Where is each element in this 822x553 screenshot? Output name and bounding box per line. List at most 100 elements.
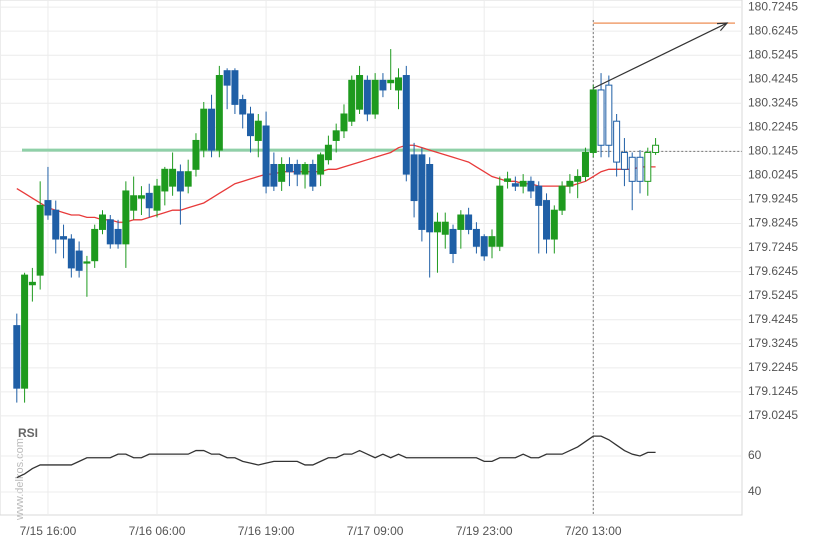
candle-body bbox=[36, 204, 44, 276]
candle-body bbox=[636, 156, 644, 182]
candle-body bbox=[628, 156, 636, 182]
candle-body bbox=[566, 180, 574, 187]
candle-body bbox=[426, 163, 434, 233]
candle-body bbox=[340, 113, 348, 132]
x-tick-label: 7/16 19:00 bbox=[238, 524, 295, 538]
x-tick-label: 7/17 09:00 bbox=[347, 524, 404, 538]
candle-body bbox=[519, 180, 527, 187]
y-tick-label: 179.1245 bbox=[748, 384, 798, 398]
candle-body bbox=[301, 163, 309, 175]
candle-body bbox=[348, 79, 356, 122]
candle-body bbox=[254, 120, 262, 141]
candle-body bbox=[130, 195, 138, 211]
candle-body bbox=[91, 228, 99, 262]
candle-body bbox=[309, 163, 317, 187]
y-tick-label: 179.9245 bbox=[748, 192, 798, 206]
candle-body bbox=[98, 214, 106, 230]
y-tick-label: 179.3245 bbox=[748, 336, 798, 350]
candle-body bbox=[441, 221, 449, 235]
candle-body bbox=[270, 163, 278, 187]
candle-body bbox=[60, 236, 68, 240]
candle-body bbox=[13, 325, 21, 389]
candle-body bbox=[200, 108, 208, 151]
candle-body bbox=[247, 113, 254, 137]
candle-body bbox=[550, 209, 558, 240]
candle-body bbox=[223, 70, 231, 86]
candle-body bbox=[293, 163, 301, 175]
candle-body bbox=[387, 79, 395, 84]
candle-body bbox=[597, 89, 605, 146]
y-tick-label: 179.0245 bbox=[748, 408, 798, 422]
candle-body bbox=[208, 108, 216, 151]
candle-body bbox=[153, 185, 161, 211]
candle-body bbox=[371, 79, 379, 115]
candle-body bbox=[496, 185, 504, 247]
candle-body bbox=[192, 139, 200, 170]
marks: 180.7245 180.6245 180.5245 180.4245 180.3245… bbox=[0, 0, 798, 538]
candle-body bbox=[613, 120, 621, 163]
candle-body bbox=[114, 228, 122, 245]
candle-body bbox=[620, 151, 628, 170]
y-tick-label: 179.4245 bbox=[748, 312, 798, 326]
candle-body bbox=[324, 144, 332, 161]
rsi-line bbox=[16, 435, 656, 479]
candle-body bbox=[278, 163, 286, 182]
candle-body bbox=[652, 144, 660, 153]
candle-body bbox=[480, 236, 488, 257]
candle-body bbox=[106, 219, 114, 245]
y-tick-label: 179.7245 bbox=[748, 240, 798, 254]
candle-body bbox=[28, 281, 36, 286]
rsi-tick-label: 40 bbox=[748, 484, 762, 498]
candle-body bbox=[472, 228, 480, 247]
candle-body bbox=[535, 185, 543, 206]
rsi-tick-label: 60 bbox=[748, 448, 762, 462]
candle-body bbox=[169, 168, 177, 187]
y-tick-label: 180.3245 bbox=[748, 95, 798, 109]
candle-body bbox=[410, 154, 418, 202]
candle-body bbox=[504, 178, 512, 182]
candle-body bbox=[332, 130, 340, 141]
candle-body bbox=[21, 274, 29, 389]
candle-body bbox=[67, 238, 75, 269]
x-tick-label: 7/20 13:00 bbox=[565, 524, 622, 538]
projection-arrow bbox=[592, 22, 728, 89]
candle-body bbox=[52, 209, 60, 240]
candle-body bbox=[433, 221, 441, 233]
candle-body bbox=[379, 79, 387, 91]
candle-body bbox=[605, 84, 613, 146]
candle-body bbox=[137, 195, 145, 199]
x-tick-label: 7/15 16:00 bbox=[20, 524, 77, 538]
watermark: www.delkos.com bbox=[14, 438, 26, 521]
candle-body bbox=[511, 183, 519, 187]
candle-body bbox=[488, 236, 496, 247]
candle-body bbox=[75, 250, 83, 271]
candle-body bbox=[161, 168, 169, 192]
y-tick-label: 180.0245 bbox=[748, 168, 798, 182]
candle-body bbox=[231, 70, 239, 105]
candle-body bbox=[145, 192, 153, 209]
candle-body bbox=[574, 176, 582, 182]
candle-body bbox=[457, 214, 465, 230]
candle-body bbox=[527, 180, 535, 192]
x-tick-label: 7/19 23:00 bbox=[456, 524, 513, 538]
rsi-label: RSI bbox=[18, 426, 38, 440]
y-tick-label: 180.2245 bbox=[748, 120, 798, 134]
x-tick-label: 7/16 06:00 bbox=[129, 524, 186, 538]
candle-body bbox=[363, 79, 371, 115]
y-tick-label: 179.2245 bbox=[748, 360, 798, 374]
candle-body bbox=[262, 125, 270, 187]
candle-body bbox=[465, 214, 473, 230]
candle-body bbox=[449, 228, 457, 254]
candle-body bbox=[176, 171, 184, 192]
candle-body bbox=[184, 171, 192, 187]
y-tick-label: 180.5245 bbox=[748, 47, 798, 61]
candle-body bbox=[543, 200, 551, 240]
candle-body bbox=[317, 154, 325, 175]
candle-body bbox=[395, 77, 403, 91]
y-tick-label: 179.5245 bbox=[748, 288, 798, 302]
y-tick-label: 180.7245 bbox=[748, 0, 798, 13]
y-tick-label: 180.6245 bbox=[748, 23, 798, 37]
candle-body bbox=[44, 200, 52, 216]
arrow-head bbox=[716, 22, 729, 32]
